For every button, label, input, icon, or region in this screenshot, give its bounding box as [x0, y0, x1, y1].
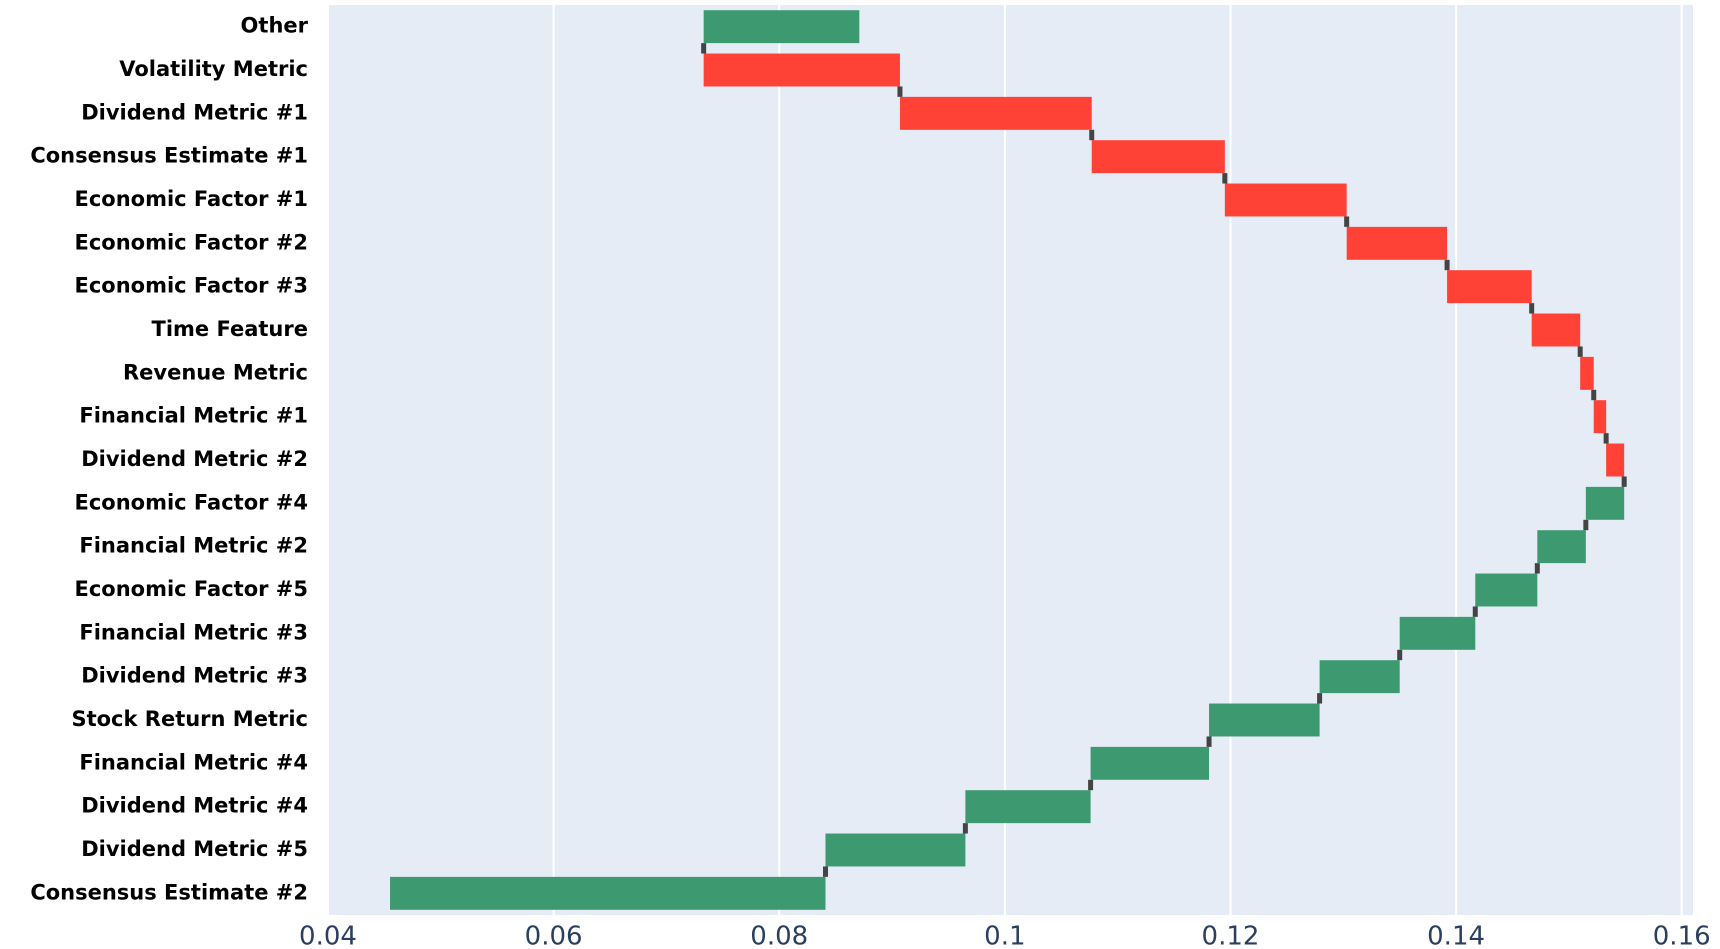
bar [1531, 313, 1581, 347]
bar [1475, 573, 1538, 607]
y-tick-label: Dividend Metric #3 [81, 664, 308, 688]
y-tick-label: Consensus Estimate #1 [30, 144, 308, 168]
bar [825, 833, 966, 867]
y-tick-label: Financial Metric #1 [79, 404, 308, 428]
bar [1224, 183, 1347, 217]
plot-background [328, 5, 1693, 915]
bar [1606, 443, 1625, 477]
y-tick-label: Consensus Estimate #2 [30, 880, 308, 904]
y-tick-label: Financial Metric #2 [79, 534, 308, 558]
bar [1346, 226, 1448, 260]
bar [1319, 660, 1400, 694]
bar [1399, 616, 1476, 650]
y-tick-label: Dividend Metric #4 [81, 794, 308, 818]
x-tick-label: 0.14 [1427, 922, 1485, 949]
y-tick-label: Dividend Metric #2 [81, 447, 308, 471]
y-tick-label: Economic Factor #3 [74, 274, 308, 298]
bar [899, 96, 1092, 130]
bar [390, 876, 826, 910]
y-tick-label: Economic Factor #4 [74, 490, 308, 514]
y-tick-label: Economic Factor #1 [74, 187, 308, 211]
bar [965, 790, 1091, 824]
y-tick-label: Economic Factor #5 [74, 577, 308, 601]
x-tick-label: 0.12 [1202, 922, 1260, 949]
y-tick-label: Financial Metric #4 [79, 750, 308, 774]
x-tick-label: 0.04 [299, 922, 357, 949]
bar [1209, 703, 1320, 737]
y-tick-label: Stock Return Metric [71, 707, 308, 731]
y-tick-label: Dividend Metric #1 [81, 100, 308, 124]
x-tick-label: 0.16 [1653, 922, 1711, 949]
bar [1585, 486, 1625, 520]
x-tick-label: 0.08 [750, 922, 808, 949]
bar [703, 10, 860, 44]
bar [1090, 746, 1210, 780]
bar [1593, 400, 1607, 434]
y-tick-label: Other [241, 14, 309, 38]
y-tick-label: Time Feature [152, 317, 308, 341]
x-tick-label: 0.06 [525, 922, 583, 949]
bar [1091, 140, 1225, 174]
y-tick-label: Financial Metric #3 [79, 620, 308, 644]
y-tick-label: Economic Factor #2 [74, 230, 308, 254]
y-tick-label: Volatility Metric [119, 57, 308, 81]
bar [1580, 356, 1594, 390]
bar [703, 53, 900, 87]
bar [1447, 270, 1532, 304]
y-tick-label: Dividend Metric #5 [81, 837, 308, 861]
y-tick-label: Revenue Metric [123, 360, 308, 384]
x-tick-label: 0.1 [984, 922, 1025, 949]
bar [1537, 530, 1586, 564]
